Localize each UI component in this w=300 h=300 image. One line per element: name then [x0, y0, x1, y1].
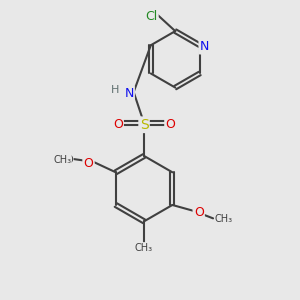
Text: N: N — [124, 87, 134, 100]
Text: CH₃: CH₃ — [214, 214, 233, 224]
Text: O: O — [194, 206, 204, 219]
Text: S: S — [140, 118, 148, 132]
Text: H: H — [110, 85, 119, 95]
Text: O: O — [113, 118, 123, 131]
Text: N: N — [200, 40, 209, 53]
Text: O: O — [65, 155, 73, 165]
Text: O: O — [166, 118, 175, 131]
Text: CH₃: CH₃ — [135, 243, 153, 253]
Text: CH₃: CH₃ — [53, 155, 71, 165]
Text: Cl: Cl — [145, 10, 158, 23]
Text: O: O — [84, 157, 93, 170]
